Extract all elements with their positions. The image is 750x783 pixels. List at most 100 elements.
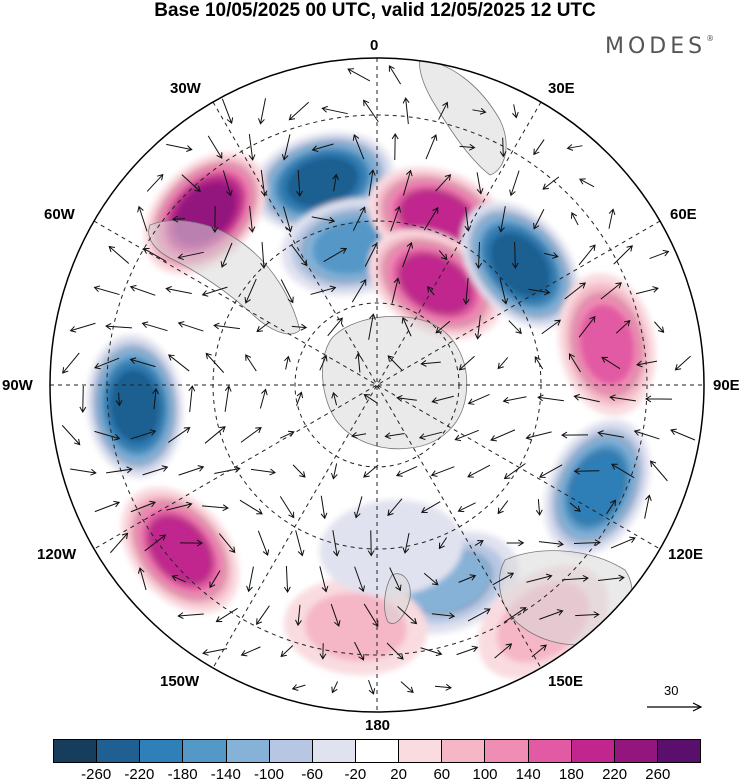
wind-vector	[499, 137, 507, 158]
wind-vector	[467, 464, 491, 478]
wind-vector	[256, 322, 270, 333]
wind-vector	[79, 385, 87, 413]
map-title: Base 10/05/2025 00 UTC, valid 12/05/2025…	[154, 0, 596, 21]
wind-vector	[542, 176, 560, 190]
polar-stereographic-map	[49, 57, 705, 713]
wind-vector	[636, 360, 658, 368]
anomaly-contour-line	[568, 450, 626, 525]
anomaly-contour-line	[134, 501, 226, 600]
wind-vector	[454, 429, 479, 442]
wind-vector	[171, 574, 186, 583]
wind-vector	[609, 394, 636, 402]
wind-vector	[645, 395, 673, 403]
wind-vector	[94, 430, 121, 441]
wind-vector	[464, 207, 472, 232]
wind-vector	[611, 463, 635, 479]
lon-label-30e: 30E	[548, 80, 575, 97]
colorbar-tick-label: -220	[124, 766, 155, 783]
wind-vector	[240, 646, 261, 657]
wind-vector	[354, 566, 366, 593]
colorbar-swatch-11	[528, 740, 572, 762]
wind-vector	[351, 279, 367, 303]
colorbar-tick-label: 220	[602, 766, 628, 783]
wind-vector	[508, 320, 522, 335]
colorbar	[53, 739, 701, 763]
wind-vector	[402, 241, 414, 268]
wind-vector	[179, 539, 204, 547]
new-zealand	[384, 573, 411, 624]
wind-vector	[490, 429, 516, 442]
colorbar-swatch-8	[399, 740, 443, 762]
anomaly-center-6	[558, 273, 656, 416]
wind-vector	[311, 143, 334, 153]
wind-vector	[566, 144, 583, 151]
wind-vector	[418, 431, 443, 440]
wind-vector	[533, 139, 545, 156]
wind-vector	[388, 65, 402, 85]
lon-label-120w: 120W	[37, 546, 77, 563]
wind-vector	[331, 391, 338, 406]
lon-label-90w: 90W	[2, 377, 33, 394]
south-america	[148, 220, 301, 335]
wind-vector	[420, 647, 443, 657]
lon-label-30w: 30W	[170, 80, 201, 97]
graticule	[50, 58, 704, 712]
wind-vector	[467, 608, 491, 622]
wind-vector	[244, 278, 257, 304]
modes-logo: MODES®	[605, 34, 714, 59]
wind-vector	[220, 242, 233, 268]
wind-vector	[291, 684, 306, 691]
wind-vector	[152, 387, 159, 410]
wind-vector	[367, 530, 375, 557]
wind-vector	[457, 502, 476, 513]
wind-vector	[598, 574, 625, 582]
wind-vector	[475, 241, 483, 269]
wind-vector	[420, 360, 441, 367]
colorbar-swatch-4	[226, 740, 270, 762]
colorbar-tick-label: 260	[645, 766, 671, 783]
wind-vector	[62, 352, 80, 374]
wind-vector	[506, 539, 525, 547]
wind-vector	[384, 432, 405, 440]
wind-vector	[503, 607, 527, 623]
wind-vector	[279, 430, 295, 439]
wind-vector	[259, 388, 268, 409]
wind-vector	[368, 169, 376, 196]
anomaly-contour-band	[110, 369, 160, 444]
wind-vector	[141, 321, 168, 332]
wind-vector	[129, 357, 156, 368]
colorbar-swatch-1	[97, 740, 141, 762]
wind-vector	[224, 385, 232, 412]
wind-vector	[674, 355, 691, 371]
wind-vector	[579, 178, 595, 188]
wind-vector	[129, 285, 156, 296]
wind-vector	[296, 391, 304, 406]
wind-vector	[539, 609, 564, 620]
wind-vector	[319, 643, 327, 660]
wind-vector	[561, 431, 589, 439]
wind-vector	[354, 641, 365, 661]
wind-vector	[400, 681, 414, 694]
wind-vector	[458, 355, 475, 371]
wind-vector	[279, 496, 295, 519]
wind-vector	[332, 530, 340, 557]
wind-vector	[538, 540, 564, 548]
wind-vector	[670, 428, 696, 441]
anomaly-contour-band	[579, 304, 635, 385]
anomaly-contour-line	[472, 213, 569, 317]
wind-vector	[284, 355, 291, 370]
wind-vector	[355, 352, 362, 373]
wind-vector	[70, 468, 97, 476]
lon-label-180: 180	[365, 717, 391, 734]
wind-vector	[608, 208, 616, 229]
wind-vector	[296, 169, 303, 197]
wind-vector	[202, 648, 228, 656]
wind-vector	[347, 68, 371, 82]
anomaly-center-13	[319, 499, 464, 597]
wind-vector	[115, 392, 123, 407]
wind-vector	[248, 206, 256, 233]
wind-vector	[610, 536, 636, 549]
wind-vector	[635, 286, 659, 295]
wind-vector	[601, 356, 621, 370]
lon-label-60w: 60W	[44, 206, 75, 223]
